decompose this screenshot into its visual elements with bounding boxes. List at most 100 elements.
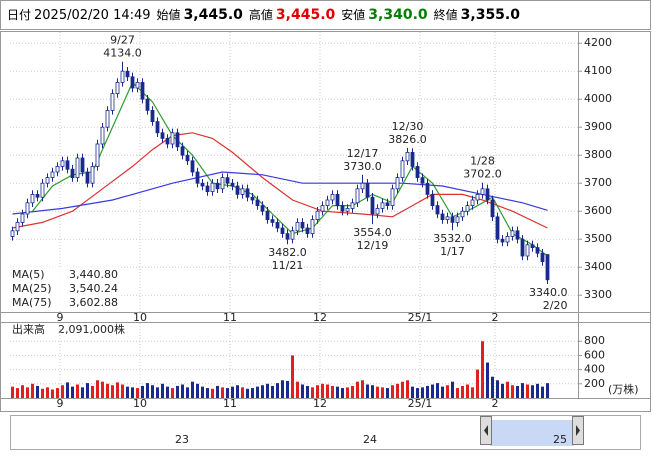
volume-bar	[516, 385, 519, 398]
annotation-date: 1/17	[440, 245, 465, 258]
header-value: 3,445.0	[183, 7, 243, 23]
volume-bar	[11, 386, 14, 398]
volume-bar	[441, 386, 444, 398]
candle-body	[90, 165, 95, 184]
candle-body	[295, 221, 300, 232]
candle-body	[290, 230, 295, 240]
volume-bar	[206, 388, 209, 398]
volume-bar	[56, 388, 59, 398]
candle-body	[520, 238, 525, 257]
volume-bar	[456, 388, 459, 398]
candle-body	[385, 202, 390, 207]
volume-bar	[546, 383, 549, 398]
annotation-price: 3702.0	[463, 168, 502, 181]
annotation-price: 3554.0	[353, 226, 392, 239]
candle-body	[330, 193, 335, 201]
volume-bar	[521, 383, 524, 398]
candle-body	[105, 110, 110, 128]
volume-bar	[236, 385, 239, 398]
candle-body	[130, 76, 135, 89]
candle-body	[510, 230, 515, 237]
candle-body	[450, 216, 455, 223]
volume-bar	[36, 385, 39, 398]
x-tick-label: 2	[492, 397, 499, 410]
legend-name: MA(5)	[12, 268, 45, 281]
x-tick-label: 25/1	[408, 397, 433, 410]
navigator-label: 25	[553, 433, 567, 446]
candle-body	[280, 227, 285, 234]
volume-bar	[316, 385, 319, 398]
x-tick-label: 11	[223, 397, 237, 410]
volume-bar	[271, 385, 274, 398]
annotation-date: 11/21	[272, 259, 304, 272]
candle-body	[265, 210, 270, 220]
volume-bar	[346, 387, 349, 398]
volume-bar	[321, 383, 324, 398]
volume-unit: (万株)	[608, 382, 639, 396]
candle-body	[75, 157, 80, 179]
candle-body	[40, 182, 45, 198]
candle-body	[140, 82, 145, 100]
annotation-date: 12/19	[357, 239, 389, 252]
volume-bar	[461, 385, 464, 398]
candle-body	[480, 188, 485, 195]
volume-bar	[146, 383, 149, 398]
volume-bar	[251, 388, 254, 398]
volume-bar	[21, 385, 24, 398]
candle-body	[225, 177, 230, 184]
volume-bar	[276, 383, 279, 398]
candle-body	[15, 221, 20, 232]
y-tick-label: 3800	[584, 148, 612, 161]
legend-value: 3,602.88	[69, 296, 118, 309]
volume-bar	[186, 387, 189, 398]
candle-body	[500, 238, 505, 243]
candle-body	[70, 168, 75, 178]
volume-bar	[286, 380, 289, 398]
volume-bar	[116, 382, 119, 398]
volume-bar	[246, 388, 249, 398]
volume-bar	[336, 386, 339, 398]
annotation-date: 9/27	[110, 34, 135, 47]
annotation-price: 4134.0	[103, 47, 142, 60]
volume-bar	[221, 387, 224, 398]
candle-body	[60, 160, 65, 167]
candle-body	[55, 165, 60, 173]
volume-bar	[31, 383, 34, 398]
candle-body	[230, 182, 235, 187]
candle-body	[65, 160, 70, 170]
candle-body	[395, 177, 400, 190]
volume-bar	[291, 355, 294, 398]
candle-body	[285, 233, 290, 240]
header-label: 終値	[433, 8, 458, 22]
volume-bar	[176, 385, 179, 398]
volume-bar	[166, 386, 169, 398]
candle-body	[260, 205, 265, 212]
candle-body	[25, 202, 30, 215]
frame	[0, 31, 651, 412]
volume-bar	[361, 380, 364, 398]
volume-bar	[86, 383, 89, 398]
volume-bar	[446, 385, 449, 398]
candle-body	[270, 219, 275, 223]
candle-body	[120, 70, 125, 83]
navigator-window[interactable]	[490, 420, 574, 446]
volume-bar	[241, 387, 244, 398]
y-tick-label: 3700	[584, 176, 612, 189]
volume-bar	[91, 385, 94, 398]
volume-bar	[41, 388, 44, 398]
header-label: 始値	[156, 8, 181, 22]
candle-body	[150, 110, 155, 123]
candle-body	[175, 132, 180, 148]
handle-arrow	[576, 425, 580, 436]
volume-bar	[81, 387, 84, 398]
volume-bar	[201, 386, 204, 398]
volume-bar	[436, 383, 439, 398]
volume-bar	[356, 381, 359, 398]
header-label: 高値	[248, 8, 273, 22]
candle-body	[485, 188, 490, 201]
header: 日付 2025/02/20 14:49 始値 3,445.0 高値 3,445.0 安値 3,…	[0, 0, 651, 30]
candle-body	[195, 171, 200, 184]
candle-body	[375, 207, 380, 215]
volume-bar	[256, 386, 259, 398]
